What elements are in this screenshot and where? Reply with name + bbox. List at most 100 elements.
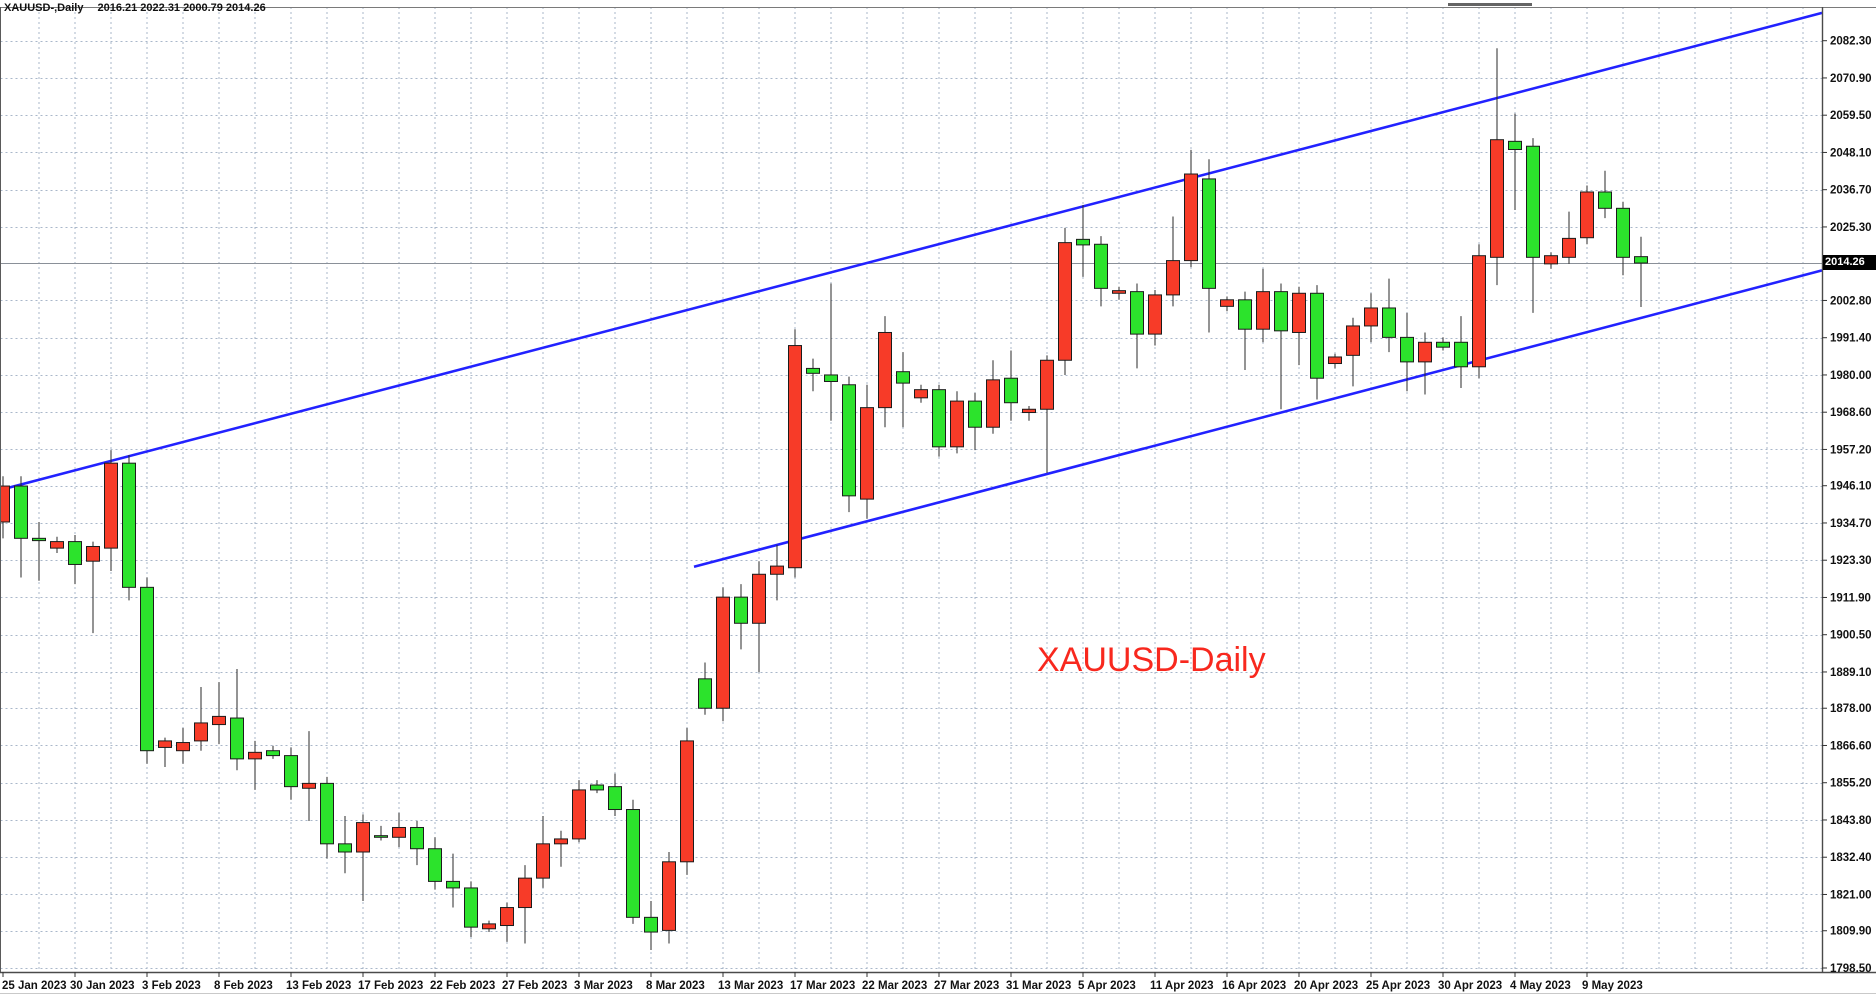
candle: [1292, 286, 1306, 366]
candle: [1490, 48, 1504, 286]
candle: [86, 541, 100, 634]
candle-body-up: [1040, 359, 1054, 410]
candle: [410, 820, 424, 866]
candle-body-down: [932, 389, 946, 448]
date-axis-label: 13 Mar 2023: [718, 980, 783, 992]
grid: [0, 7, 1822, 972]
candle: [248, 740, 262, 790]
price-axis-label: 1991.40: [1830, 333, 1872, 345]
trend-channel-lines[interactable]: [0, 11, 1823, 569]
candle: [0, 476, 10, 539]
candle-body-down: [698, 678, 712, 709]
candle: [698, 662, 712, 715]
chart-title-ohlc: XAUUSD-,Daily 2016.21 2022.31 2000.79 201…: [4, 2, 266, 14]
candle-body-up: [1184, 173, 1198, 262]
candle-body-up: [1544, 255, 1558, 265]
candle-body-up: [950, 400, 964, 448]
candle-body-down: [428, 848, 442, 882]
candle: [68, 535, 82, 585]
current-price-tag: 2014.26: [1823, 255, 1876, 270]
candle-body-up: [194, 722, 208, 742]
date-axis-label: 25 Jan 2023: [2, 980, 67, 992]
candle-body-down: [1076, 238, 1090, 246]
candle: [1310, 285, 1324, 400]
upper-channel-line[interactable]: [0, 11, 1823, 492]
price-axis-label: 1855.20: [1830, 778, 1872, 790]
candle: [950, 391, 964, 454]
candle-body-down: [1454, 341, 1468, 368]
candle-body-up: [1058, 242, 1072, 361]
candle: [14, 476, 28, 578]
candle: [356, 814, 370, 902]
candle-body-up: [878, 331, 892, 409]
candle: [1004, 350, 1018, 421]
candle: [1328, 353, 1342, 369]
candle: [1418, 332, 1432, 395]
candle-body-down: [842, 384, 856, 497]
price-axis-label: 1843.80: [1830, 815, 1872, 827]
candle-body-up: [1022, 408, 1036, 414]
candle: [194, 686, 208, 751]
candle: [1256, 268, 1270, 343]
candle: [284, 747, 298, 800]
date-axis-label: 22 Feb 2023: [430, 980, 495, 992]
candle-body-down: [446, 880, 460, 889]
candle-body-down: [644, 916, 658, 933]
date-axis-label: 11 Apr 2023: [1150, 980, 1214, 992]
candle: [1112, 286, 1126, 300]
candle-body-up: [248, 751, 262, 760]
candle-body-up: [392, 826, 406, 838]
candle: [1364, 293, 1378, 343]
candle-body-down: [266, 750, 280, 757]
candle-body-up: [104, 462, 118, 549]
candle: [32, 521, 46, 581]
candle: [122, 455, 136, 601]
candle-body-up: [554, 838, 568, 845]
candle: [1472, 244, 1486, 379]
candle-body-up: [482, 923, 496, 930]
candle-body-up: [1364, 307, 1378, 327]
candle: [554, 830, 568, 867]
date-axis-label: 30 Apr 2023: [1438, 980, 1502, 992]
date-axis-label: 31 Mar 2023: [1006, 980, 1071, 992]
date-axis-label: 9 May 2023: [1582, 980, 1643, 992]
candle-body-down: [410, 826, 424, 850]
date-axis-label: 30 Jan 2023: [70, 980, 135, 992]
symbol-period-label: XAUUSD-,Daily: [4, 2, 84, 14]
price-axis-label: 2059.50: [1830, 110, 1872, 122]
candle: [1022, 405, 1036, 421]
candle: [518, 865, 532, 944]
date-axis-label: 16 Apr 2023: [1222, 980, 1286, 992]
price-axis-label: 2082.30: [1830, 36, 1872, 48]
candle: [1202, 159, 1216, 333]
candle: [176, 727, 190, 764]
price-axis[interactable]: 2082.30 2070.90 2059.50 2048.10 2036.70 2025.…: [1822, 36, 1872, 975]
lower-channel-line[interactable]: [693, 269, 1823, 569]
candle-body-up: [1328, 356, 1342, 365]
candle-body-down: [734, 596, 748, 624]
candle-body-up: [1166, 260, 1180, 296]
candle-body-up: [770, 565, 784, 575]
candle-body-up: [1346, 325, 1360, 356]
price-axis-label: 1866.60: [1830, 740, 1872, 752]
candle-body-down: [1274, 291, 1288, 332]
chart-shift-marker[interactable]: [1448, 3, 1532, 6]
candle-body-down: [1382, 307, 1396, 338]
candle: [1238, 291, 1252, 371]
candle-body-up: [914, 389, 928, 399]
candle-body-down: [32, 537, 46, 542]
window-bottom-edge: [0, 993, 1876, 994]
candle-body-down: [896, 371, 910, 384]
candle-body-down: [1598, 191, 1612, 209]
candle: [842, 376, 856, 513]
candle: [608, 773, 622, 817]
price-axis-label: 2002.80: [1830, 295, 1872, 307]
date-axis[interactable]: 25 Jan 2023 30 Jan 2023 3 Feb 2023 8 Feb 20…: [2, 972, 1643, 992]
candle: [104, 450, 118, 571]
candle-body-up: [176, 742, 190, 752]
candle: [1058, 227, 1072, 375]
candle-body-up: [1490, 139, 1504, 258]
candle: [1184, 149, 1198, 268]
price-axis-label: 2025.30: [1830, 222, 1872, 234]
